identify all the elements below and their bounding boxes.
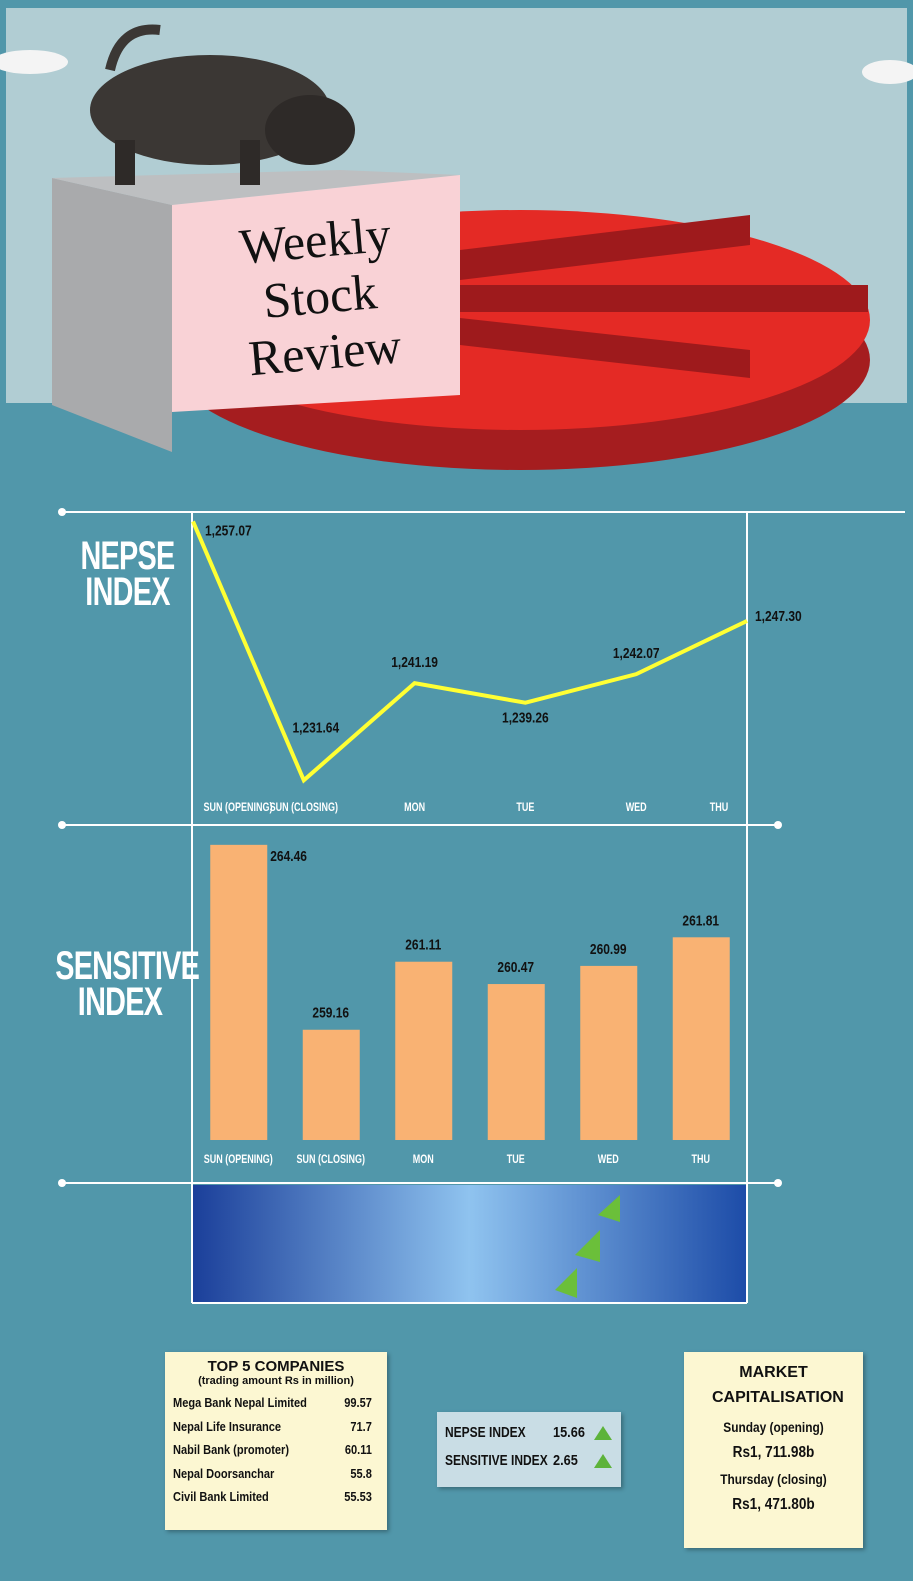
x-tick-label: WED bbox=[598, 1153, 619, 1167]
value-label: 259.16 bbox=[312, 1004, 349, 1021]
chart-title: NEPSE INDEX bbox=[79, 538, 176, 610]
company-name: Nepal Life Insurance bbox=[173, 1415, 281, 1439]
value-label: 261.11 bbox=[405, 936, 441, 953]
value-label: 260.99 bbox=[590, 941, 627, 958]
pie-gray-side bbox=[52, 178, 172, 452]
value-label: 1,231.64 bbox=[292, 719, 339, 736]
top-companies: TOP 5 COMPANIES (trading amount Rs in mi… bbox=[165, 1352, 387, 1530]
x-tick-label: SUN (OPENING) bbox=[204, 801, 273, 815]
company-name: Civil Bank Limited bbox=[173, 1485, 269, 1509]
amount: 99.57 bbox=[344, 1391, 372, 1415]
change-row: SENSITIVE INDEX 2.65 bbox=[445, 1447, 613, 1475]
bar bbox=[673, 937, 730, 1140]
up-arrow bbox=[594, 1426, 612, 1440]
amount: 71.7 bbox=[350, 1415, 372, 1439]
cap-label: Sunday (opening) bbox=[704, 1414, 843, 1440]
company-name: Nabil Bank (promoter) bbox=[173, 1438, 289, 1462]
x-tick-label: TUE bbox=[507, 1153, 525, 1167]
chart: 1,257.07 SUN (OPENING) 1,231.64 SUN (CLOSIN… bbox=[0, 0, 913, 1581]
cap-value: Rs1, 711.98b bbox=[704, 1440, 843, 1466]
bar bbox=[488, 984, 545, 1140]
index-name: SENSITIVE INDEX bbox=[445, 1447, 529, 1475]
table-row: Nabil Bank (promoter)60.11 bbox=[173, 1438, 348, 1462]
pie-slice-edge bbox=[460, 285, 868, 312]
index-change: 2.65 bbox=[553, 1447, 587, 1475]
value-label: 1,242.07 bbox=[613, 645, 660, 662]
bull-leg bbox=[115, 140, 135, 185]
index-change: 15.66 bbox=[553, 1419, 587, 1447]
bull-head bbox=[265, 95, 355, 165]
photo-strip bbox=[193, 1185, 746, 1302]
index-name: NEPSE INDEX bbox=[445, 1419, 529, 1447]
x-tick-label: WED bbox=[626, 801, 647, 815]
cap-value: Rs1, 471.80b bbox=[704, 1492, 843, 1518]
change-row: NEPSE INDEX 15.66 bbox=[445, 1419, 613, 1447]
value-label: 264.46 bbox=[270, 848, 307, 865]
box-title: MARKET CAPITALISATION bbox=[692, 1360, 855, 1410]
amount: 60.11 bbox=[345, 1438, 372, 1462]
company-name: Mega Bank Nepal Limited bbox=[173, 1391, 307, 1415]
title: Weekly Stock Review bbox=[203, 203, 437, 390]
bar bbox=[395, 962, 452, 1140]
value-label: 261.81 bbox=[682, 912, 719, 929]
value-label: 1,241.19 bbox=[391, 654, 438, 671]
amount: 55.8 bbox=[350, 1462, 372, 1486]
bull-leg bbox=[240, 140, 260, 185]
x-tick-label: THU bbox=[692, 1153, 710, 1167]
bar bbox=[580, 966, 637, 1140]
x-tick-label: TUE bbox=[516, 801, 534, 815]
chart-title: SENSITIVE INDEX bbox=[55, 948, 185, 1020]
value-label: 1,239.26 bbox=[502, 709, 549, 726]
cap-label: Thursday (closing) bbox=[704, 1466, 843, 1492]
x-tick-label: MON bbox=[413, 1153, 434, 1167]
x-tick-label: THU bbox=[710, 801, 728, 815]
market-cap: MARKET CAPITALISATION Sunday (opening)Rs… bbox=[684, 1352, 863, 1548]
x-tick-label: SUN (CLOSING) bbox=[297, 1153, 365, 1167]
box-title: TOP 5 COMPANIES bbox=[173, 1358, 379, 1375]
bar bbox=[303, 1030, 360, 1140]
x-tick-label: MON bbox=[404, 801, 425, 815]
value-label: 260.47 bbox=[497, 959, 534, 976]
page: 1,257.07 SUN (OPENING) 1,231.64 SUN (CLOSIN… bbox=[0, 0, 913, 1581]
bar bbox=[210, 845, 267, 1140]
value-label: 1,247.30 bbox=[755, 608, 802, 625]
box-subtitle: (trading amount Rs in million) bbox=[173, 1375, 379, 1387]
amount: 55.53 bbox=[344, 1485, 372, 1509]
index-change: NEPSE INDEX 15.66 SENSITIVE INDEX 2.65 bbox=[437, 1412, 621, 1487]
value-label: 1,257.07 bbox=[205, 522, 252, 539]
x-tick-label: SUN (CLOSING) bbox=[270, 801, 338, 815]
x-tick-label: SUN (OPENING) bbox=[204, 1153, 273, 1167]
company-name: Nepal Doorsanchar bbox=[173, 1462, 274, 1486]
up-arrow bbox=[594, 1454, 612, 1468]
